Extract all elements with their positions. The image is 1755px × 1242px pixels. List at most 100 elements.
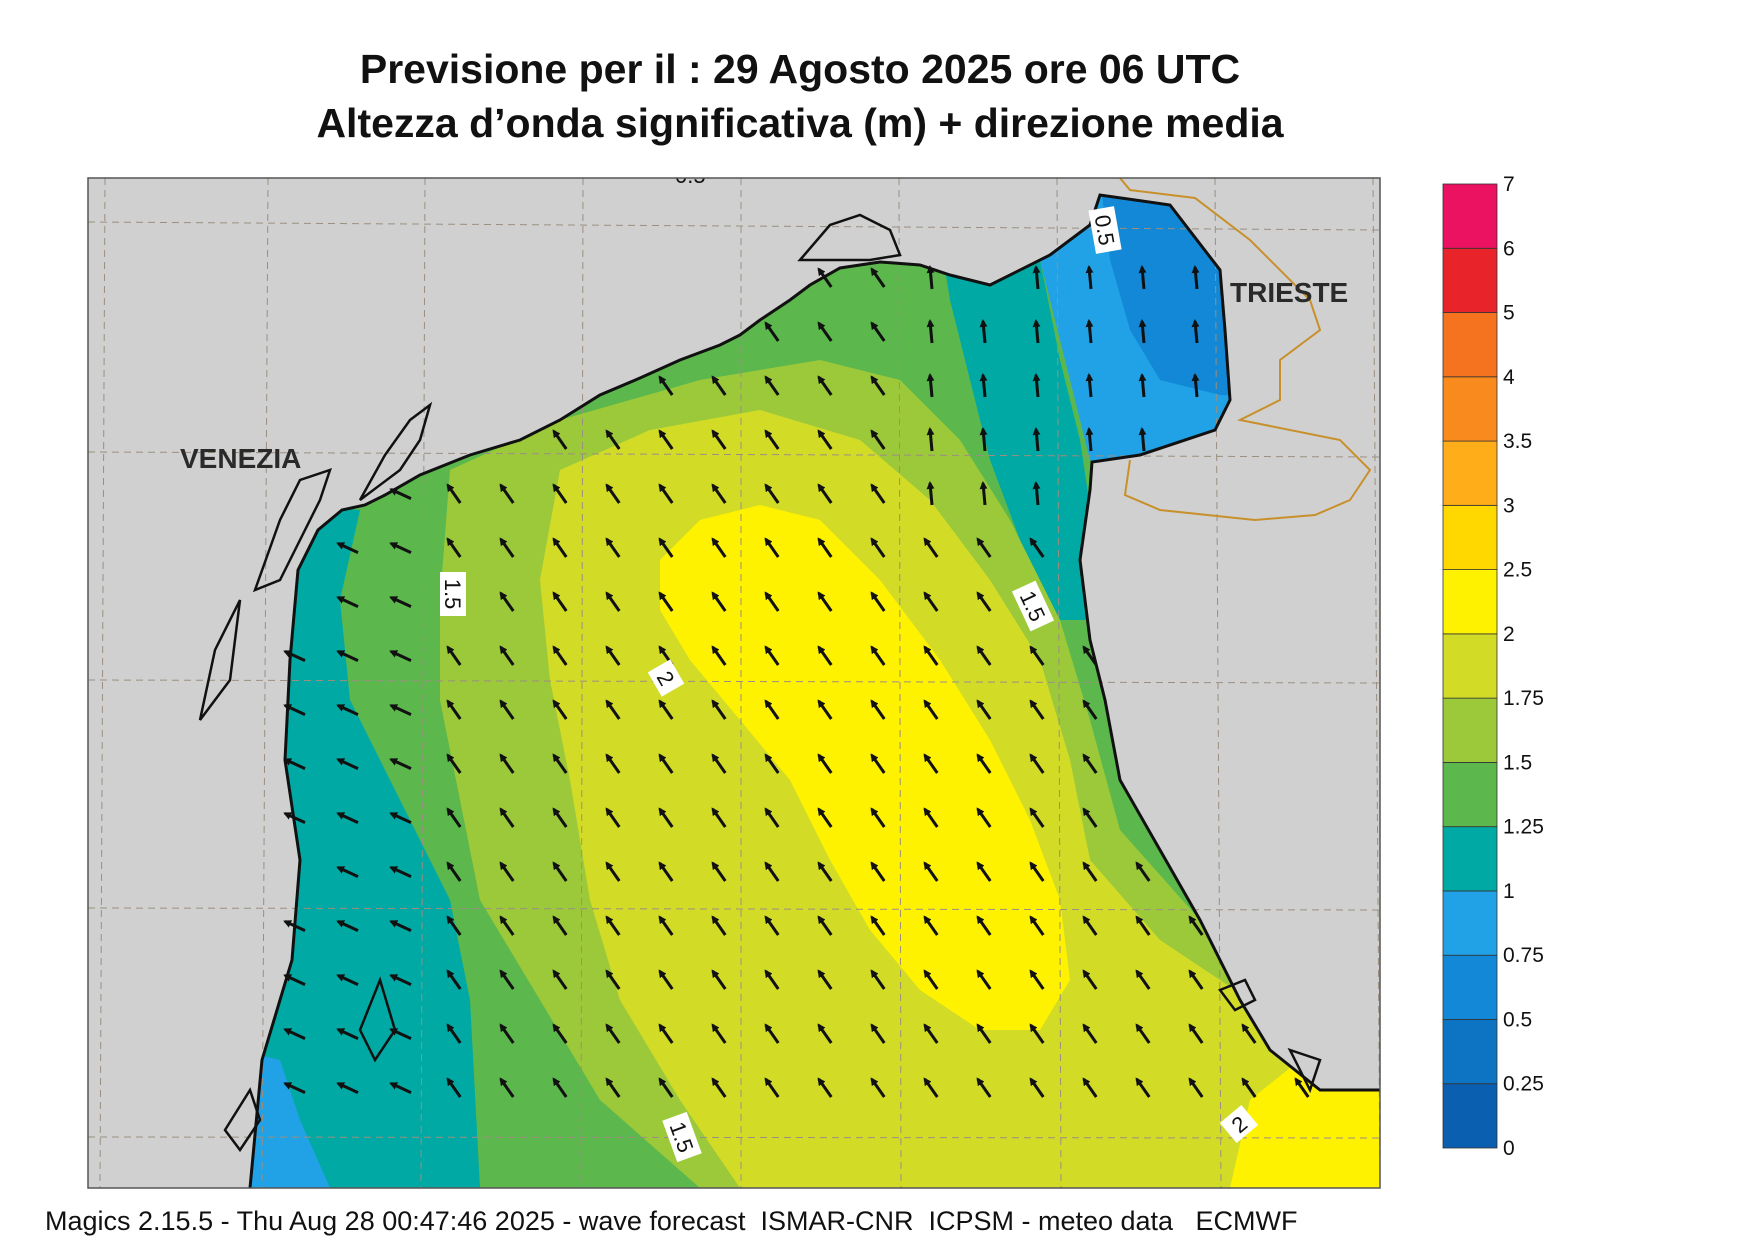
wave-direction-arrow (499, 1023, 515, 1044)
legend-tick-label: 2 (1503, 623, 1515, 646)
wave-direction-arrow (1138, 373, 1147, 398)
wave-direction-arrow (711, 915, 727, 936)
wave-direction-arrow (817, 861, 833, 882)
wave-direction-arrow (389, 974, 412, 986)
wave-direction-arrow (711, 699, 727, 720)
wave-direction-arrow (870, 537, 886, 558)
wave-direction-arrow (923, 969, 939, 990)
wave-direction-arrow (711, 429, 727, 450)
wave-direction-arrow (764, 1077, 780, 1098)
wave-direction-arrow (446, 699, 462, 720)
wave-direction-arrow (979, 481, 988, 506)
wave-direction-arrow (552, 645, 568, 666)
wave-direction-arrow (1029, 807, 1045, 828)
wave-direction-arrow (283, 650, 306, 662)
wave-direction-arrow (1188, 915, 1204, 936)
wave-direction-arrow (764, 429, 780, 450)
legend-tick-label: 0.25 (1503, 1073, 1544, 1096)
wave-direction-arrow (870, 753, 886, 774)
wave-direction-arrow (1029, 699, 1045, 720)
wave-direction-arrow (1241, 1023, 1257, 1044)
wave-direction-arrow (1029, 1023, 1045, 1044)
wave-direction-arrow (283, 758, 306, 770)
wave-direction-arrow (976, 1077, 992, 1098)
wave-direction-arrow (870, 1023, 886, 1044)
legend-swatch (1442, 762, 1498, 828)
wave-direction-arrow (764, 699, 780, 720)
wave-direction-arrow (923, 699, 939, 720)
color-legend: 0 0.25 0.5 0.75 1 1.25 1.5 1.75 2 2.5 3 3.5 4 5 6 7 (1442, 173, 1544, 1160)
wave-direction-arrow (552, 861, 568, 882)
wave-direction-arrow (658, 753, 674, 774)
map-area: 0.5 0.5 1.5 1.5 2 1.5 2 (88, 178, 1380, 1188)
legend-swatch (1442, 1019, 1498, 1085)
wave-direction-arrow (389, 650, 412, 662)
wave-direction-arrow (870, 429, 886, 450)
wave-direction-arrow (658, 429, 674, 450)
wave-direction-arrow (552, 429, 568, 450)
wave-direction-arrow (283, 920, 306, 932)
legend-tick-label: 1.75 (1503, 687, 1544, 710)
contour-label: 0.5 (1090, 213, 1120, 247)
wave-direction-arrow (976, 591, 992, 612)
wave-direction-arrow (1082, 969, 1098, 990)
wave-direction-arrow (711, 1077, 727, 1098)
wave-direction-arrow (764, 375, 780, 396)
wave-direction-arrow (976, 915, 992, 936)
wave-direction-arrow (1029, 537, 1045, 558)
legend-tick-label: 0 (1503, 1137, 1515, 1160)
wave-direction-arrow (1029, 1077, 1045, 1098)
wave-direction-arrow (1032, 319, 1041, 344)
wave-direction-arrow (283, 1028, 306, 1040)
wave-direction-arrow (552, 915, 568, 936)
wave-direction-arrow (499, 969, 515, 990)
wave-direction-arrow (1085, 373, 1094, 398)
wave-direction-arrow (389, 812, 412, 824)
legend-tick-label: 0.75 (1503, 944, 1544, 967)
legend-tick-label: 7 (1503, 173, 1515, 196)
wave-direction-arrow (446, 915, 462, 936)
wave-direction-arrow (499, 645, 515, 666)
wave-direction-arrow (870, 1077, 886, 1098)
wave-direction-arrow (923, 591, 939, 612)
wave-direction-arrow (336, 974, 359, 986)
wave-direction-arrow (764, 591, 780, 612)
legend-tick-label: 0.5 (1503, 1008, 1532, 1031)
wave-direction-arrow (389, 488, 412, 500)
wave-direction-arrow (499, 483, 515, 504)
wave-direction-arrow (711, 969, 727, 990)
wave-direction-arrow (870, 321, 886, 342)
wave-direction-arrow (817, 645, 833, 666)
wave-direction-arrow (605, 699, 621, 720)
wave-direction-arrow (336, 542, 359, 554)
wave-direction-arrow (817, 699, 833, 720)
wave-direction-arrow (552, 1077, 568, 1098)
wave-direction-arrow (870, 591, 886, 612)
legend-tick-label: 3 (1503, 494, 1515, 517)
wave-direction-arrow (976, 807, 992, 828)
wave-direction-arrow (552, 753, 568, 774)
wave-direction-arrow (817, 915, 833, 936)
legend-tick-label: 1.25 (1503, 816, 1544, 839)
wave-direction-arrow (976, 753, 992, 774)
wave-direction-arrow (552, 699, 568, 720)
wave-direction-arrow (389, 704, 412, 716)
wave-direction-arrow (923, 537, 939, 558)
wave-direction-arrow (764, 861, 780, 882)
wave-direction-arrow (711, 537, 727, 558)
wave-direction-arrow (658, 1023, 674, 1044)
wave-direction-arrow (1135, 1023, 1151, 1044)
wave-direction-arrow (499, 699, 515, 720)
wave-direction-arrow (976, 1023, 992, 1044)
legend-tick-label: 3.5 (1503, 430, 1532, 453)
wave-direction-arrow (605, 915, 621, 936)
coastline (248, 193, 1380, 1188)
wave-direction-arrow (1032, 481, 1041, 506)
wave-direction-arrow (923, 861, 939, 882)
wave-direction-arrow (979, 373, 988, 398)
wave-direction-arrow (283, 974, 306, 986)
legend-swatch (1442, 1083, 1498, 1149)
wave-direction-arrow (1085, 427, 1094, 452)
wave-direction-arrow (446, 1023, 462, 1044)
wave-direction-arrow (1082, 1023, 1098, 1044)
